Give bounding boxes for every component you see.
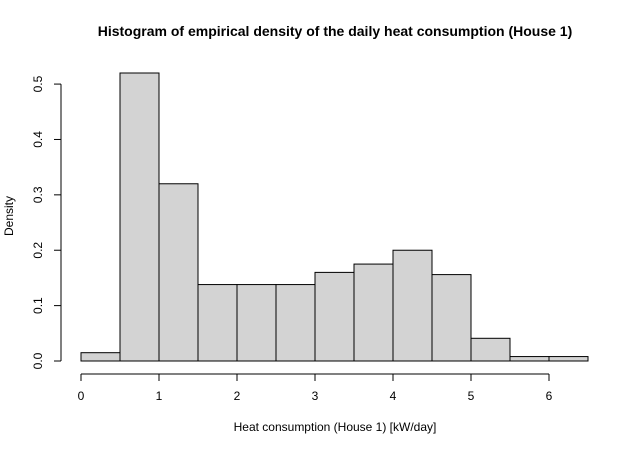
x-tick-label-3: 3 [312, 389, 319, 403]
x-tick-label-5: 5 [468, 389, 475, 403]
y-tick-label-0: 0.0 [31, 352, 45, 369]
bars-group [80, 72, 589, 362]
histogram-bar-10 [470, 337, 511, 362]
x-tick-label-4: 4 [390, 389, 397, 403]
chart-title: Histogram of empirical density of the da… [98, 23, 573, 39]
y-tick-label-1: 0.1 [31, 297, 45, 314]
histogram-bar-0 [80, 352, 121, 362]
histogram-bar-1 [119, 72, 160, 362]
histogram-bar-5 [275, 284, 316, 362]
x-tick-label-2: 2 [234, 389, 241, 403]
histogram-bar-3 [197, 284, 238, 362]
histogram-bar-6 [314, 271, 355, 362]
histogram-bar-12 [548, 356, 589, 362]
x-axis-label: Heat consumption (House 1) [kW/day] [234, 420, 437, 434]
y-axis-label: Density [2, 196, 16, 236]
x-tick-label-0: 0 [78, 389, 85, 403]
histogram-bar-8 [392, 249, 433, 362]
histogram-bar-2 [158, 183, 199, 362]
y-axis: 0.0 0.1 0.2 0.3 0.4 0.5 [31, 75, 62, 369]
histogram-bar-4 [236, 284, 277, 362]
histogram-bar-9 [431, 274, 472, 362]
x-tick-label-1: 1 [156, 389, 163, 403]
y-tick-label-5: 0.5 [31, 75, 45, 92]
histogram-bar-7 [353, 263, 394, 362]
y-tick-label-3: 0.3 [31, 186, 45, 203]
x-tick-label-6: 6 [546, 389, 553, 403]
histogram-bar-11 [509, 356, 550, 362]
y-tick-label-4: 0.4 [31, 131, 45, 148]
x-axis: 0 1 2 3 4 5 6 [78, 373, 553, 403]
y-tick-label-2: 0.2 [31, 242, 45, 259]
